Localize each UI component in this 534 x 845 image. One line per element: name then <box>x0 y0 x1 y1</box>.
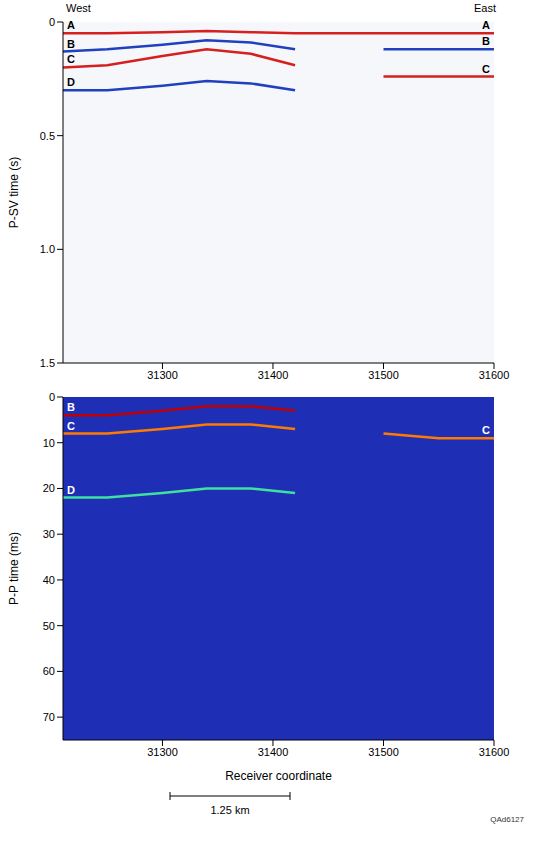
svg-text:50: 50 <box>43 620 55 632</box>
svg-text:0: 0 <box>49 16 55 28</box>
svg-text:31400: 31400 <box>258 746 289 758</box>
svg-text:60: 60 <box>43 665 55 677</box>
svg-text:QAd6127: QAd6127 <box>490 815 524 824</box>
svg-text:31300: 31300 <box>147 369 178 381</box>
svg-text:70: 70 <box>43 711 55 723</box>
svg-text:31300: 31300 <box>147 746 178 758</box>
svg-text:D: D <box>67 484 75 496</box>
svg-text:A: A <box>482 19 490 31</box>
svg-text:0.5: 0.5 <box>40 130 55 142</box>
svg-text:31500: 31500 <box>368 746 399 758</box>
svg-text:31600: 31600 <box>479 369 510 381</box>
svg-text:31400: 31400 <box>258 369 289 381</box>
svg-text:C: C <box>67 53 75 65</box>
svg-text:1.25 km: 1.25 km <box>210 804 249 816</box>
svg-text:B: B <box>482 35 490 47</box>
svg-text:C: C <box>482 424 490 436</box>
svg-text:A: A <box>67 19 75 31</box>
svg-text:31500: 31500 <box>368 369 399 381</box>
html-text:East: East <box>474 2 496 14</box>
svg-text:B: B <box>67 38 75 50</box>
svg-text:C: C <box>482 63 490 75</box>
svg-text:1.5: 1.5 <box>40 357 55 369</box>
svg-text:B: B <box>67 401 75 413</box>
svg-text:10: 10 <box>43 437 55 449</box>
svg-text:D: D <box>67 76 75 88</box>
svg-text:30: 30 <box>43 528 55 540</box>
svg-text:40: 40 <box>43 574 55 586</box>
svg-text:P-SV time (s): P-SV time (s) <box>7 157 21 228</box>
svg-text:31600: 31600 <box>479 746 510 758</box>
svg-text:C: C <box>67 420 75 432</box>
svg-text:P-P time (ms): P-P time (ms) <box>7 532 21 605</box>
svg-text:Receiver coordinate: Receiver coordinate <box>225 769 332 783</box>
svg-text:20: 20 <box>43 482 55 494</box>
html-text:West: West <box>66 2 91 14</box>
svg-text:0: 0 <box>49 391 55 403</box>
svg-text:1.0: 1.0 <box>40 243 55 255</box>
